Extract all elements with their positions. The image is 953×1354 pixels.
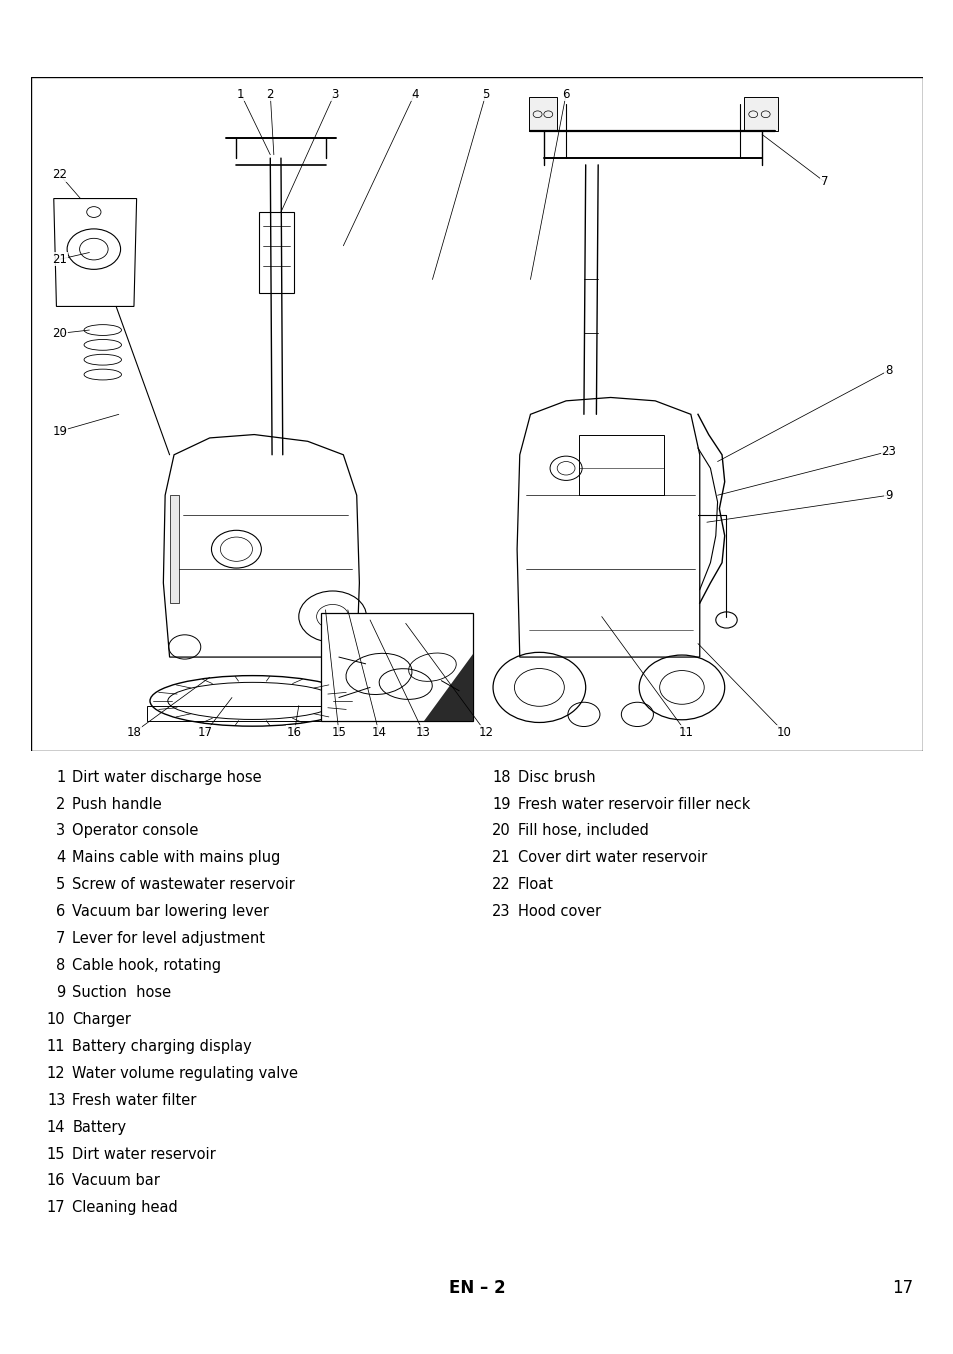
Text: Dirt water reservoir: Dirt water reservoir — [72, 1147, 216, 1162]
Text: Dirt water discharge hose: Dirt water discharge hose — [72, 769, 262, 784]
Text: 3: 3 — [331, 88, 337, 100]
Text: 18: 18 — [492, 769, 510, 784]
Text: Fresh water filter: Fresh water filter — [72, 1093, 196, 1108]
Text: 22: 22 — [492, 877, 510, 892]
Text: 5: 5 — [481, 88, 489, 100]
Text: 21: 21 — [492, 850, 510, 865]
Text: Hood cover: Hood cover — [517, 904, 600, 919]
Text: 13: 13 — [47, 1093, 65, 1108]
Text: 5: 5 — [56, 877, 65, 892]
Text: 11: 11 — [47, 1039, 65, 1053]
Text: 12: 12 — [477, 726, 493, 739]
Polygon shape — [170, 496, 178, 603]
Text: 21: 21 — [52, 253, 68, 265]
Text: 19: 19 — [492, 796, 510, 811]
Text: 20: 20 — [52, 326, 68, 340]
Bar — [321, 613, 472, 722]
Text: Battery charging display: Battery charging display — [72, 1039, 252, 1053]
Text: Charger: Charger — [72, 1011, 132, 1026]
Text: 10: 10 — [776, 726, 791, 739]
Polygon shape — [528, 97, 557, 131]
Text: 9: 9 — [884, 489, 891, 502]
Text: Fill hose, included: Fill hose, included — [517, 823, 648, 838]
Text: Suction  hose: Suction hose — [72, 984, 172, 1001]
Text: Water volume regulating valve: Water volume regulating valve — [72, 1066, 298, 1080]
Text: EN – 2: EN – 2 — [448, 1278, 505, 1297]
Polygon shape — [423, 654, 472, 722]
Polygon shape — [743, 97, 778, 131]
Text: 15: 15 — [331, 726, 346, 739]
Text: 20: 20 — [492, 823, 510, 838]
Text: 2: 2 — [56, 796, 65, 811]
Text: Control elements: Control elements — [369, 31, 584, 50]
Text: 4: 4 — [56, 850, 65, 865]
Text: 16: 16 — [287, 726, 301, 739]
Text: 17: 17 — [197, 726, 213, 739]
Text: 17: 17 — [892, 1278, 913, 1297]
Text: Battery: Battery — [72, 1120, 127, 1135]
Text: Cleaning head: Cleaning head — [72, 1201, 178, 1216]
Text: 7: 7 — [820, 175, 827, 188]
Text: 22: 22 — [52, 168, 68, 181]
Text: 23: 23 — [492, 904, 510, 919]
Text: Vacuum bar lowering lever: Vacuum bar lowering lever — [72, 904, 269, 919]
Text: Operator console: Operator console — [72, 823, 198, 838]
Text: Cover dirt water reservoir: Cover dirt water reservoir — [517, 850, 706, 865]
Text: 14: 14 — [47, 1120, 65, 1135]
Text: 15: 15 — [47, 1147, 65, 1162]
Text: 7: 7 — [56, 932, 65, 946]
Text: 3: 3 — [56, 823, 65, 838]
Text: 12: 12 — [47, 1066, 65, 1080]
Text: 14: 14 — [371, 726, 386, 739]
Text: 6: 6 — [56, 904, 65, 919]
Text: 23: 23 — [881, 445, 895, 458]
Text: 1: 1 — [56, 769, 65, 784]
Text: 8: 8 — [884, 364, 891, 376]
Text: Lever for level adjustment: Lever for level adjustment — [72, 932, 265, 946]
Text: 10: 10 — [47, 1011, 65, 1026]
Text: Disc brush: Disc brush — [517, 769, 595, 784]
Text: Cable hook, rotating: Cable hook, rotating — [72, 959, 221, 974]
Text: 19: 19 — [52, 425, 68, 437]
Text: Screw of wastewater reservoir: Screw of wastewater reservoir — [72, 877, 294, 892]
Text: 9: 9 — [56, 984, 65, 1001]
Text: 13: 13 — [416, 726, 431, 739]
Text: Mains cable with mains plug: Mains cable with mains plug — [72, 850, 280, 865]
Text: Vacuum bar: Vacuum bar — [72, 1174, 160, 1189]
Text: 1: 1 — [237, 88, 244, 100]
Text: 16: 16 — [47, 1174, 65, 1189]
Text: Push handle: Push handle — [72, 796, 162, 811]
Text: 8: 8 — [56, 959, 65, 974]
Text: 2: 2 — [266, 88, 274, 100]
Text: Float: Float — [517, 877, 554, 892]
Text: 4: 4 — [411, 88, 418, 100]
Text: 6: 6 — [561, 88, 569, 100]
Text: 18: 18 — [127, 726, 141, 739]
Text: 17: 17 — [47, 1201, 65, 1216]
Text: 11: 11 — [679, 726, 693, 739]
Text: Fresh water reservoir filler neck: Fresh water reservoir filler neck — [517, 796, 750, 811]
